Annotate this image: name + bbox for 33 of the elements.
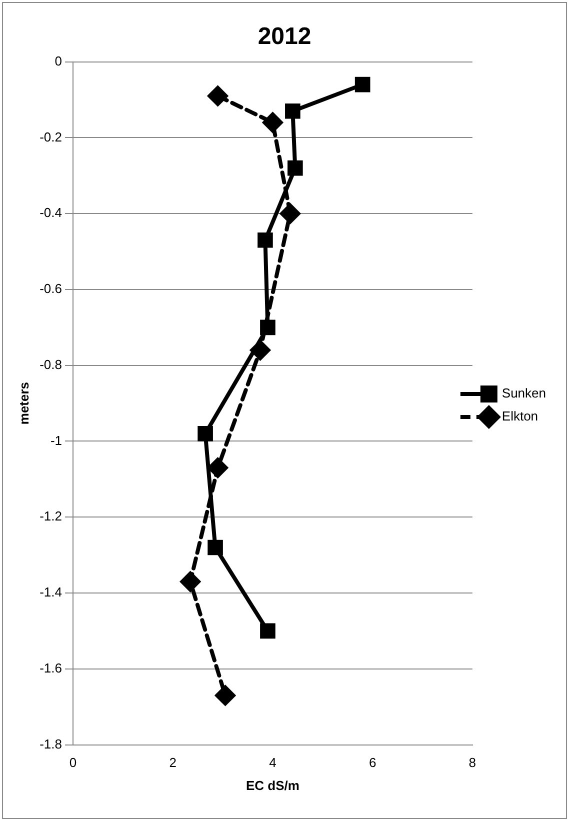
- point: [208, 86, 228, 106]
- y-tick-label: -0.2: [40, 129, 62, 144]
- x-axis-title: EC dS/m: [246, 778, 300, 793]
- y-axis-title: meters: [16, 382, 32, 425]
- point: [285, 103, 300, 119]
- x-tick-label: 6: [368, 755, 376, 770]
- point: [288, 160, 303, 176]
- point: [280, 204, 300, 224]
- point: [198, 426, 213, 442]
- y-tick-label: -0.4: [40, 205, 62, 220]
- point: [215, 685, 236, 706]
- chart-title: 2012: [258, 23, 312, 50]
- y-tick-label: -0.8: [40, 356, 62, 372]
- y-tick-label: -1: [50, 432, 62, 448]
- x-tick-label: 4: [269, 755, 276, 770]
- y-tick-label: -0.6: [40, 281, 62, 296]
- x-tick-label: 8: [468, 755, 476, 770]
- y-tick-label: -1.2: [40, 508, 62, 524]
- legend-label: Elkton: [502, 408, 538, 424]
- point: [262, 112, 283, 133]
- x-tick-label: 0: [69, 755, 77, 770]
- point: [260, 623, 276, 639]
- point: [180, 572, 200, 592]
- x-tick-label: 2: [169, 755, 176, 770]
- point: [258, 232, 273, 248]
- y-tick-label: -1.6: [40, 660, 62, 676]
- point: [260, 320, 276, 336]
- legend-label: Sunken: [502, 386, 546, 401]
- y-tick-label: 0: [54, 53, 62, 68]
- point: [354, 76, 370, 92]
- y-tick-label: -1.8: [40, 736, 62, 752]
- point: [208, 540, 223, 556]
- y-tick-label: -1.4: [40, 584, 62, 600]
